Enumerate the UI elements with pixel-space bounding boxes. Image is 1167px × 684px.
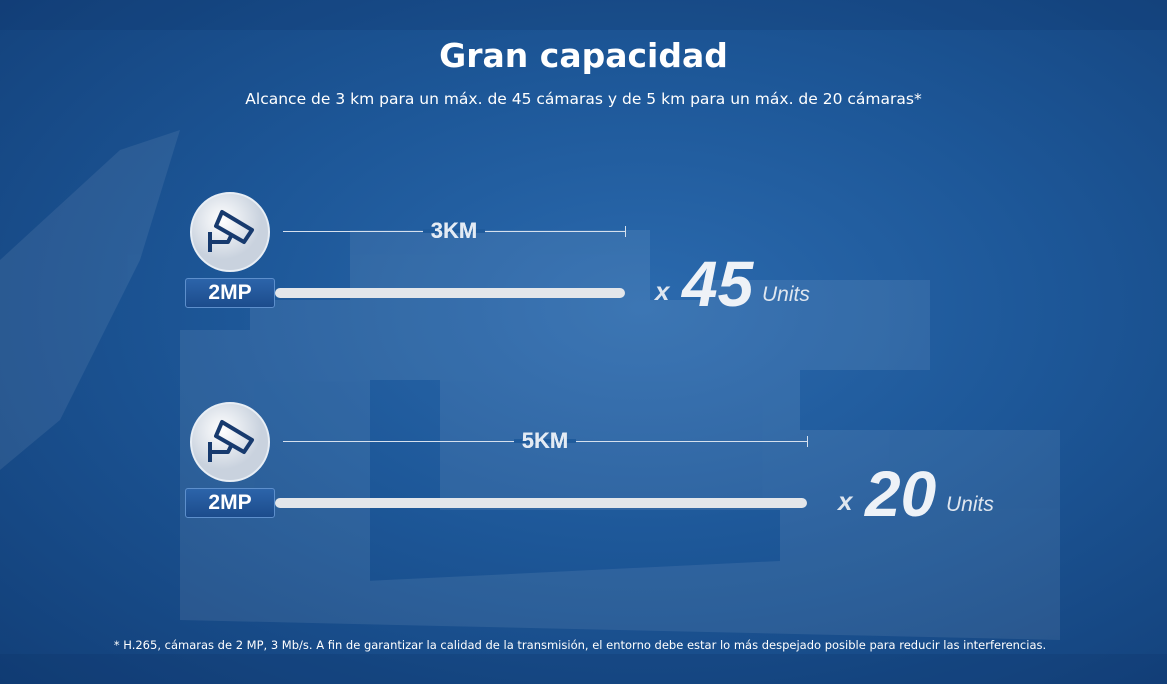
- distance-tick: [807, 436, 808, 447]
- range-bar: [275, 288, 625, 298]
- camera-count: 45: [682, 248, 754, 320]
- count-unit: Units: [946, 493, 994, 516]
- range-bar: [275, 498, 807, 508]
- count-unit: Units: [762, 283, 810, 306]
- line-gap: [513, 439, 577, 443]
- distance-label: 3KM: [430, 218, 478, 243]
- multiplier: x: [655, 276, 670, 306]
- multiplier: x: [838, 486, 853, 516]
- title: Gran capacidad: [439, 36, 728, 75]
- camera-icon: [190, 402, 270, 482]
- footnote: * H.265, cámaras de 2 MP, 3 Mb/s. A fin …: [113, 638, 1047, 652]
- line-gap: [422, 229, 486, 233]
- distance-tick: [625, 226, 626, 237]
- camera-count: 20: [865, 458, 937, 530]
- subtitle: Alcance de 3 km para un máx. de 45 cámar…: [245, 90, 922, 108]
- resolution-label: 2MP: [185, 278, 275, 308]
- camera-icon: [190, 192, 270, 272]
- distance-label: 5KM: [521, 428, 569, 453]
- resolution-label: 2MP: [185, 488, 275, 518]
